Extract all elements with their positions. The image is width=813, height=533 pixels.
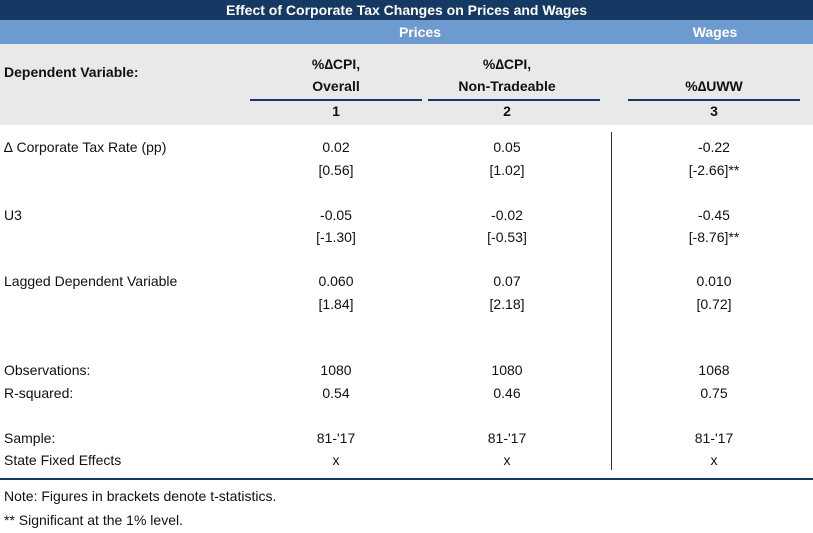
col1-header-rule [250, 99, 422, 101]
col3-header-line2: %∆UWW [685, 78, 743, 94]
r-squared-col1: 0.54 [322, 385, 350, 401]
table-title: Effect of Corporate Tax Changes on Price… [0, 0, 813, 20]
observations-col2: 1080 [491, 362, 523, 378]
row3-col2-tstat: [2.18] [489, 296, 525, 312]
col2-number: 2 [503, 103, 511, 119]
fixed-effects-col1: x [332, 452, 340, 468]
row3-col1-tstat: [1.84] [318, 296, 354, 312]
row2-col3-tstat: [-8.76]** [688, 229, 740, 245]
fixed-effects-col3: x [710, 452, 718, 468]
group-label-wages: Wages [692, 24, 738, 40]
note-tstat: Note: Figures in brackets denote t-stati… [4, 488, 277, 504]
col3-number: 3 [710, 103, 718, 119]
row3-col1-coef: 0.060 [318, 273, 354, 289]
column-header-area [0, 44, 813, 125]
r-squared-col3: 0.75 [700, 385, 728, 401]
stat-label-state-fixed-effects: State Fixed Effects [4, 452, 122, 468]
col3-header-rule [628, 99, 800, 101]
row2-col1-tstat: [-1.30] [316, 229, 356, 245]
col1-header-line1: %∆CPI, [311, 56, 361, 72]
dependent-variable-label: Dependent Variable: [4, 64, 139, 80]
observations-col1: 1080 [320, 362, 352, 378]
row-label-u3: U3 [4, 207, 22, 223]
row1-col1-tstat: [0.56] [318, 162, 354, 178]
col2-header-line1: %∆CPI, [482, 56, 532, 72]
observations-col3: 1068 [698, 362, 730, 378]
sample-col3: 81-'17 [694, 430, 734, 446]
sample-col2: 81-'17 [487, 430, 527, 446]
row-label-lagged-dependent: Lagged Dependent Variable [4, 273, 178, 289]
note-significance: ** Significant at the 1% level. [4, 512, 183, 528]
group-header-bar [0, 20, 813, 44]
row2-col3-coef: -0.45 [698, 207, 730, 223]
stat-label-observations: Observations: [4, 362, 91, 378]
col2-header-line2: Non-Tradeable [458, 78, 556, 94]
wages-separator-line [611, 132, 612, 470]
row1-col3-coef: -0.22 [698, 139, 730, 155]
col1-header-line2: Overall [312, 78, 360, 94]
row3-col3-coef: 0.010 [696, 273, 732, 289]
r-squared-col2: 0.46 [493, 385, 521, 401]
row2-col2-coef: -0.02 [491, 207, 523, 223]
col1-number: 1 [332, 103, 340, 119]
row1-col2-coef: 0.05 [493, 139, 521, 155]
row1-col1-coef: 0.02 [322, 139, 350, 155]
col2-header-rule [428, 99, 600, 101]
stat-label-sample: Sample: [4, 430, 56, 446]
row1-col3-tstat: [-2.66]** [688, 162, 740, 178]
row2-col2-tstat: [-0.53] [487, 229, 527, 245]
stat-label-r-squared: R-squared: [4, 385, 74, 401]
sample-col1: 81-'17 [316, 430, 356, 446]
row2-col1-coef: -0.05 [320, 207, 352, 223]
row-label-corporate-tax: ∆ Corporate Tax Rate (pp) [4, 139, 167, 155]
row1-col2-tstat: [1.02] [489, 162, 525, 178]
group-label-prices: Prices [398, 24, 442, 40]
row3-col2-coef: 0.07 [493, 273, 521, 289]
fixed-effects-col2: x [503, 452, 511, 468]
table-bottom-rule [0, 478, 813, 480]
row3-col3-tstat: [0.72] [696, 296, 732, 312]
